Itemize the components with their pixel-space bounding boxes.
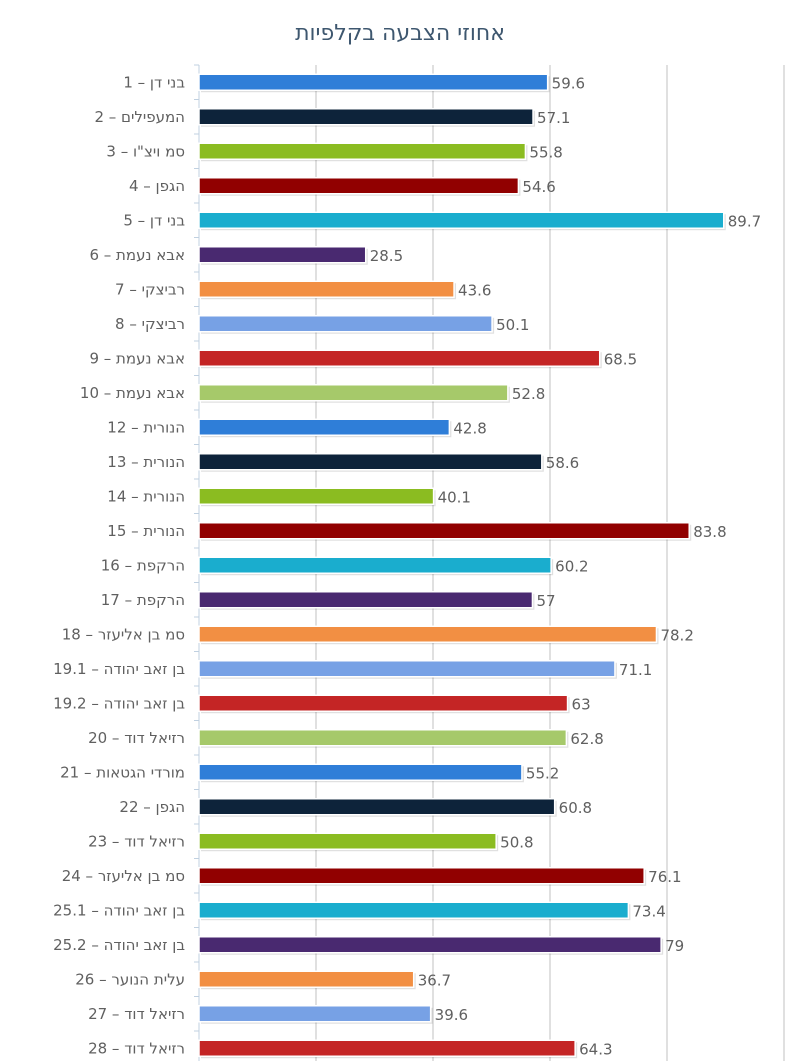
bar (198, 246, 367, 264)
category-label: סמ בן אליעזר – 18 (62, 625, 185, 643)
bar (198, 418, 451, 436)
category-label: רביצקי – 7 (115, 280, 185, 298)
category-label: הרקפת – 16 (101, 556, 185, 574)
bar (198, 694, 569, 712)
data-label: 83.8 (693, 523, 726, 541)
category-label: בני דן – 1 (123, 73, 185, 91)
bar (198, 660, 616, 678)
category-label: הגפן – 22 (119, 798, 185, 816)
category-label: הנורית – 14 (107, 487, 185, 505)
category-label: מורדי הגטאות – 21 (60, 763, 185, 781)
data-label: 62.8 (570, 730, 603, 748)
bar (198, 73, 549, 91)
data-label: 79 (665, 937, 684, 955)
bar (198, 211, 725, 229)
bar (198, 108, 534, 126)
bar (198, 142, 527, 160)
category-label: הנורית – 13 (107, 453, 185, 471)
category-label: המעפילים – 2 (94, 108, 185, 126)
category-label: אבא נעמת – 10 (80, 384, 185, 402)
data-label: 50.8 (500, 833, 533, 851)
bar (198, 487, 435, 505)
category-label: בן זאב יהודה – 25.2 (53, 936, 185, 954)
data-label: 54.6 (522, 178, 555, 196)
bars (198, 73, 726, 1059)
bar (198, 177, 520, 195)
category-label: הרקפת – 17 (101, 591, 185, 609)
category-label: רזיאל דוד – 27 (88, 1005, 185, 1023)
bar (198, 901, 630, 919)
bar (198, 315, 493, 333)
bar (198, 970, 415, 988)
data-label: 57.1 (537, 109, 570, 127)
data-label: 60.8 (559, 799, 592, 817)
data-label: 39.6 (435, 1006, 468, 1024)
data-label: 71.1 (619, 661, 652, 679)
data-labels: 59.6 57.1 55.8 54.6 89.7 28.5 43.6 50.1 68.5 52.8… (370, 74, 761, 1058)
category-label: בן זאב יהודה – 19.1 (53, 660, 185, 678)
bar (198, 280, 455, 298)
data-label: 36.7 (418, 971, 451, 989)
data-label: 40.1 (438, 488, 471, 506)
category-label: בן זאב יהודה – 25.1 (53, 901, 185, 919)
data-label: 89.7 (728, 212, 761, 230)
data-label: 55.2 (526, 764, 559, 782)
category-label: סמ בן אליעזר – 24 (62, 867, 185, 885)
bar (198, 1005, 432, 1023)
bar (198, 763, 523, 781)
bar (198, 625, 658, 643)
category-label: אבא נעמת – 9 (89, 349, 185, 367)
data-label: 55.8 (529, 143, 562, 161)
data-label: 73.4 (632, 902, 665, 920)
data-label: 28.5 (370, 247, 403, 265)
category-label: רזיאל דוד – 23 (88, 832, 185, 850)
bar (198, 556, 552, 574)
bar (198, 453, 543, 471)
data-label: 64.3 (579, 1040, 612, 1058)
category-label: הנורית – 15 (107, 522, 185, 540)
bar (198, 798, 556, 816)
category-label: רזיאל דוד – 20 (88, 729, 185, 747)
bar (198, 1039, 576, 1057)
bar (198, 591, 534, 609)
data-label: 78.2 (660, 626, 693, 644)
data-label: 57 (536, 592, 555, 610)
bar (198, 522, 690, 540)
bar (198, 832, 497, 850)
category-label: עלית הנוער – 26 (75, 970, 185, 988)
category-label: אבא נעמת – 6 (89, 246, 185, 264)
category-label: הנורית – 12 (107, 418, 185, 436)
bar (198, 384, 509, 402)
data-label: 52.8 (512, 385, 545, 403)
bar (198, 936, 662, 954)
category-label: בני דן – 5 (123, 211, 185, 229)
data-label: 58.6 (546, 454, 579, 472)
category-label: הגפן – 4 (129, 177, 185, 195)
data-label: 60.2 (555, 557, 588, 575)
chart-title: אחוזי הצבעה בקלפיות (295, 21, 505, 46)
category-label: בן זאב יהודה – 19.2 (53, 694, 185, 712)
bar (198, 867, 645, 885)
data-label: 50.1 (496, 316, 529, 334)
data-label: 43.6 (458, 281, 491, 299)
category-label: רזיאל דוד – 28 (88, 1039, 185, 1057)
data-label: 42.8 (453, 419, 486, 437)
bar (198, 729, 568, 747)
data-label: 68.5 (604, 350, 637, 368)
bar (198, 349, 601, 367)
category-label: רביצקי – 8 (115, 315, 185, 333)
data-label: 63 (572, 695, 591, 713)
data-label: 59.6 (552, 74, 585, 92)
data-label: 76.1 (648, 868, 681, 886)
category-label: סמ ויצ"ו – 3 (106, 142, 185, 160)
category-labels: בני דן – 1 המעפילים – 2 סמ ויצ"ו – 3 הגפן –… (53, 73, 185, 1057)
